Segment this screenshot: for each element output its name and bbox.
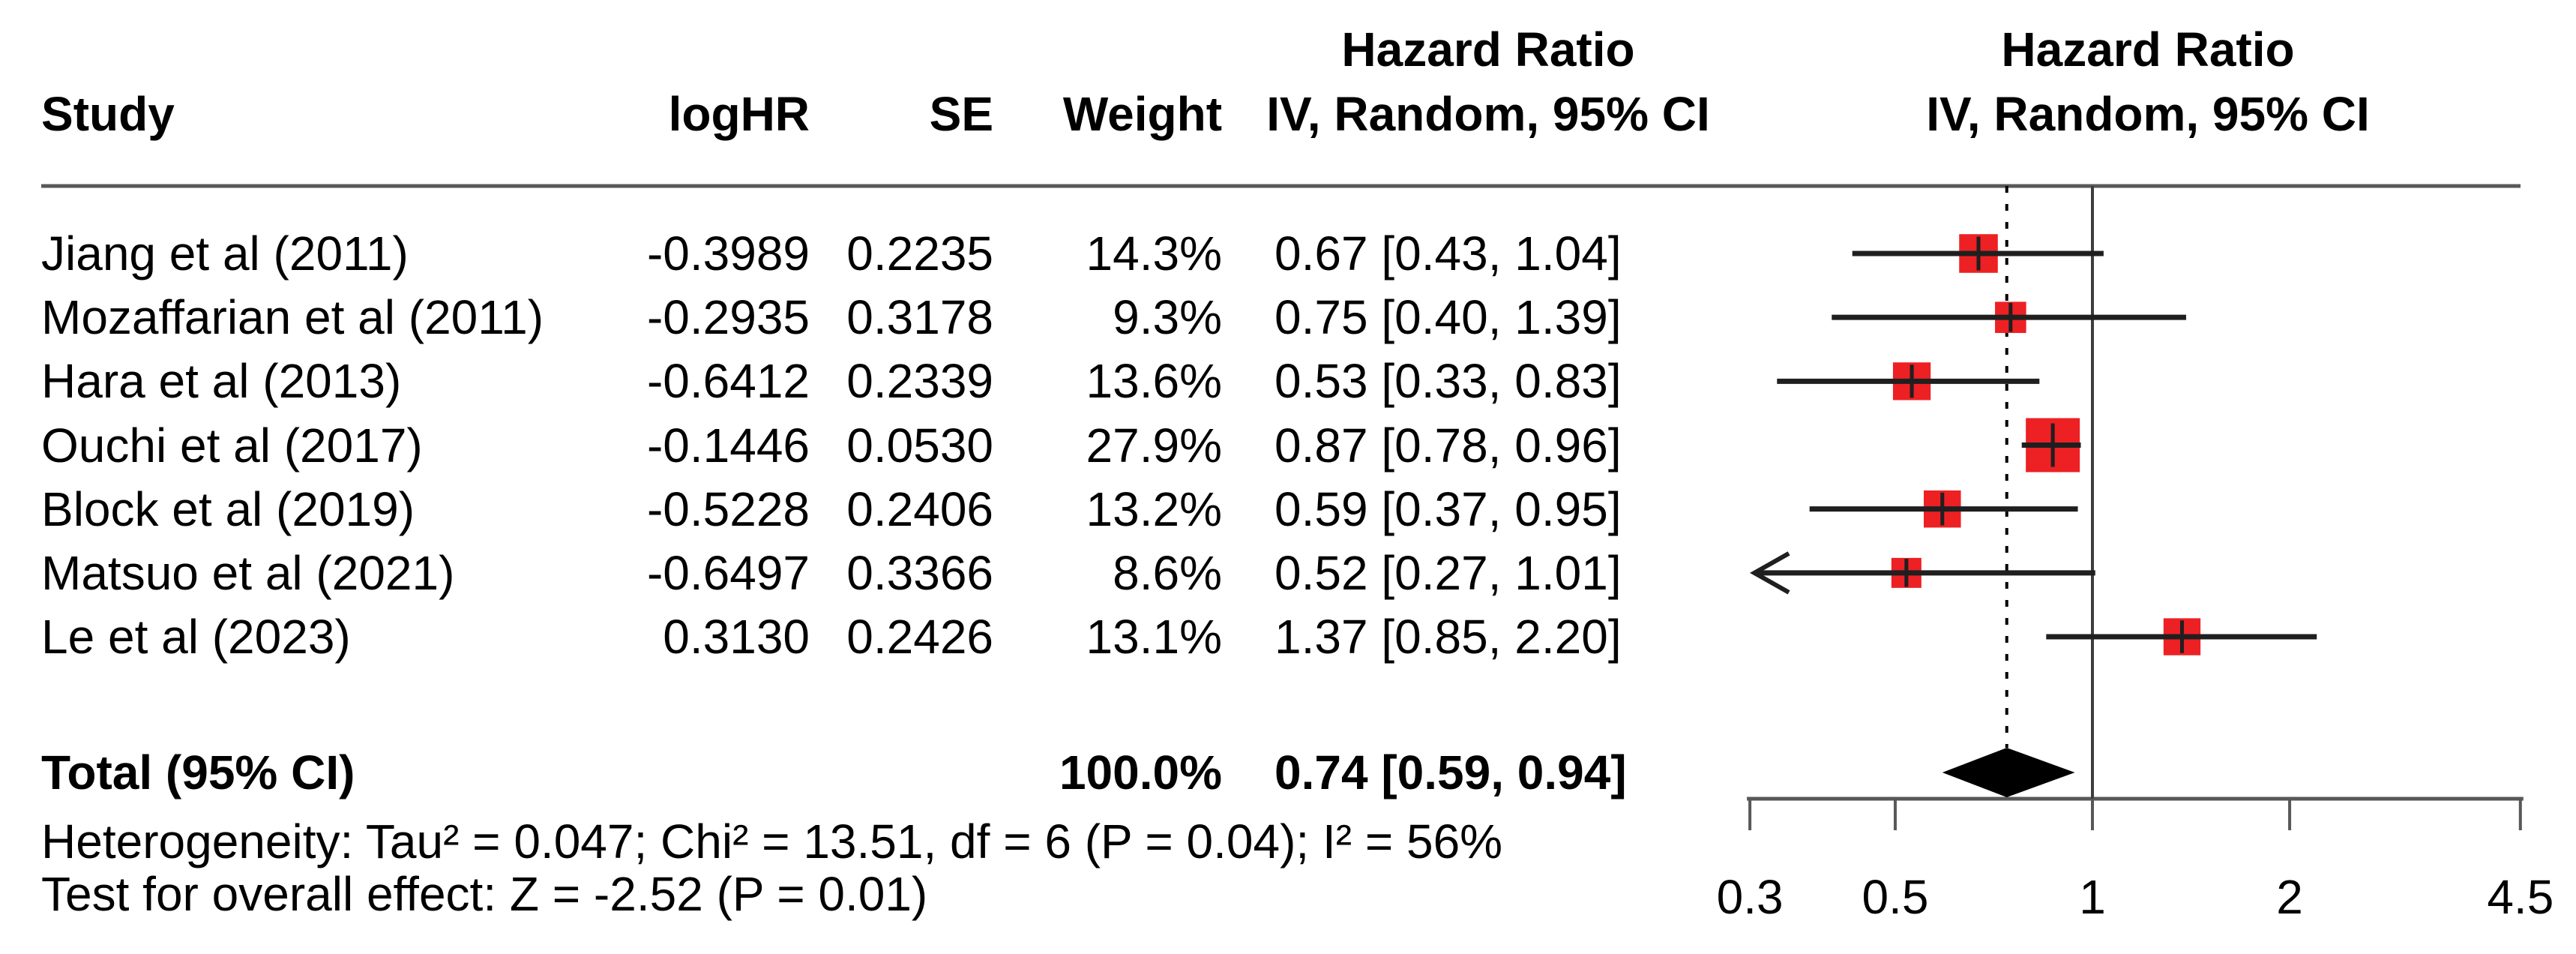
study-se: 0.2339 bbox=[846, 354, 993, 409]
study-loghr: -0.1446 bbox=[646, 418, 810, 472]
study-weight: 8.6% bbox=[1113, 545, 1222, 600]
study-weight: 14.3% bbox=[1086, 226, 1222, 280]
study-ci-text: 0.75 [0.40, 1.39] bbox=[1275, 290, 1622, 345]
plot-header-line1: Hazard Ratio bbox=[2001, 22, 2295, 76]
study-ci-text: 0.67 [0.43, 1.04] bbox=[1275, 226, 1622, 280]
study-name: Ouchi et al (2017) bbox=[41, 418, 423, 472]
study-weight: 13.1% bbox=[1086, 610, 1222, 664]
study-loghr: -0.5228 bbox=[646, 482, 810, 536]
study-weight: 13.6% bbox=[1086, 354, 1222, 409]
study-se: 0.2426 bbox=[846, 610, 993, 664]
study-ci-text: 0.87 [0.78, 0.96] bbox=[1275, 418, 1622, 472]
study-name: Hara et al (2013) bbox=[41, 354, 402, 409]
study-name: Jiang et al (2011) bbox=[41, 226, 409, 280]
column-header-weight: Weight bbox=[1062, 87, 1222, 141]
ci-arrow-left bbox=[1749, 551, 1790, 595]
x-axis-tick-label: 0.5 bbox=[1862, 870, 1928, 924]
column-header-study: Study bbox=[41, 87, 175, 141]
x-axis-tick-label: 2 bbox=[2276, 870, 2303, 924]
study-ci-text: 1.37 [0.85, 2.20] bbox=[1275, 610, 1622, 664]
study-loghr: -0.6412 bbox=[646, 354, 810, 409]
study-ci-text: 0.53 [0.33, 0.83] bbox=[1275, 354, 1622, 409]
study-name: Matsuo et al (2021) bbox=[41, 545, 455, 600]
study-se: 0.2406 bbox=[846, 482, 993, 536]
total-ci-text: 0.74 [0.59, 0.94] bbox=[1275, 746, 1627, 800]
overall-effect-note: Test for overall effect: Z = -2.52 (P = … bbox=[41, 867, 928, 921]
total-diamond bbox=[1942, 748, 2075, 797]
total-label: Total (95% CI) bbox=[41, 746, 355, 800]
study-name: Block et al (2019) bbox=[41, 482, 415, 536]
study-ci-text: 0.59 [0.37, 0.95] bbox=[1275, 482, 1622, 536]
study-se: 0.2235 bbox=[846, 226, 993, 280]
study-weight: 13.2% bbox=[1086, 482, 1222, 536]
study-weight: 27.9% bbox=[1086, 418, 1222, 472]
study-se: 0.0530 bbox=[846, 418, 993, 472]
x-axis-tick-label: 1 bbox=[2079, 870, 2106, 924]
study-name: Mozaffarian et al (2011) bbox=[41, 290, 544, 345]
study-weight: 9.3% bbox=[1113, 290, 1222, 345]
study-loghr: -0.3989 bbox=[646, 226, 810, 280]
column-header-se: SE bbox=[929, 87, 993, 141]
study-loghr: -0.2935 bbox=[646, 290, 810, 345]
plot-header-line2: IV, Random, 95% CI bbox=[1926, 87, 2370, 141]
total-weight: 100.0% bbox=[1059, 746, 1222, 800]
x-axis-tick-label: 4.5 bbox=[2487, 870, 2554, 924]
column-header-effect-line1: Hazard Ratio bbox=[1341, 22, 1635, 76]
study-name: Le et al (2023) bbox=[41, 610, 351, 664]
column-header-effect-line2: IV, Random, 95% CI bbox=[1266, 87, 1710, 141]
study-ci-text: 0.52 [0.27, 1.01] bbox=[1275, 545, 1622, 600]
x-axis-tick-label: 0.3 bbox=[1717, 870, 1784, 924]
column-header-loghr: logHR bbox=[668, 87, 810, 141]
study-loghr: 0.3130 bbox=[663, 610, 810, 664]
study-loghr: -0.6497 bbox=[646, 545, 810, 600]
heterogeneity-note: Heterogeneity: Tau² = 0.047; Chi² = 13.5… bbox=[41, 814, 1503, 868]
study-se: 0.3366 bbox=[846, 545, 993, 600]
study-se: 0.3178 bbox=[846, 290, 993, 345]
